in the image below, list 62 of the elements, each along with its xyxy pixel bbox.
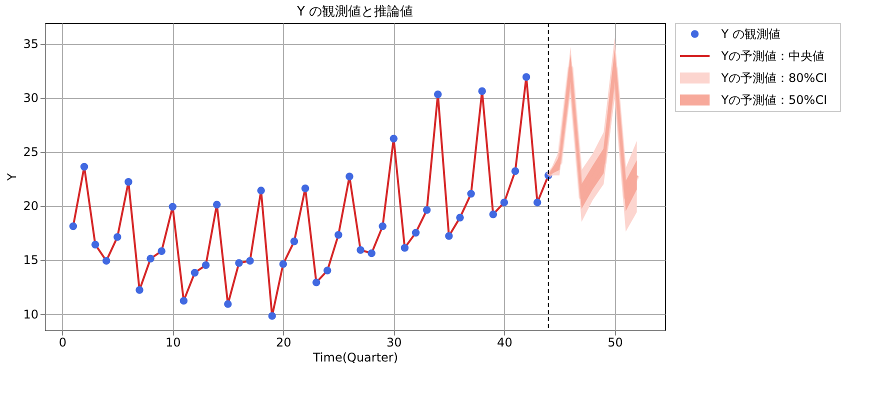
point xyxy=(533,198,542,206)
point xyxy=(124,178,132,186)
point xyxy=(334,231,342,239)
y-axis-title: Y xyxy=(5,172,20,182)
point xyxy=(69,222,78,230)
chart-title: Y の観測値と推論値 xyxy=(296,4,414,20)
x-tick-label: 30 xyxy=(386,336,402,350)
x-tick-label: 40 xyxy=(497,336,512,350)
point xyxy=(445,232,453,240)
point xyxy=(346,172,354,180)
point xyxy=(378,222,386,230)
point xyxy=(257,186,265,194)
point xyxy=(356,246,364,254)
legend-label: Yの予測値：50%CI xyxy=(720,93,828,107)
point xyxy=(511,167,520,175)
y-tick-label: 35 xyxy=(23,37,38,52)
point xyxy=(80,162,88,171)
point xyxy=(489,210,498,218)
y-tick-label: 10 xyxy=(23,307,38,322)
point xyxy=(180,296,188,305)
point xyxy=(202,261,210,270)
y-tick-label: 20 xyxy=(23,199,38,214)
point xyxy=(478,87,486,95)
point xyxy=(224,300,232,308)
y-tick-label: 25 xyxy=(23,145,38,160)
x-axis-title: Time(Quarter) xyxy=(312,350,398,364)
point xyxy=(500,198,508,206)
point xyxy=(136,286,144,294)
x-tick-label: 20 xyxy=(276,336,292,350)
x-tick-label: 10 xyxy=(166,336,181,350)
x-tick-label: 50 xyxy=(608,336,623,350)
point xyxy=(158,247,166,255)
point xyxy=(522,73,530,81)
point xyxy=(312,278,320,286)
point xyxy=(246,256,254,265)
point xyxy=(91,240,100,248)
point xyxy=(146,254,154,263)
point xyxy=(456,214,464,222)
point xyxy=(434,90,442,98)
point xyxy=(390,134,398,143)
point xyxy=(324,266,332,274)
point xyxy=(301,184,310,192)
point xyxy=(412,228,420,237)
x-tick-label: 0 xyxy=(58,336,66,350)
point xyxy=(422,206,431,214)
point xyxy=(279,260,288,268)
point xyxy=(268,312,276,320)
point xyxy=(290,237,298,246)
legend-label: Y の観測値 xyxy=(720,27,780,41)
point xyxy=(190,268,199,277)
point xyxy=(212,200,221,208)
legend-label: Yの予測値：80%CI xyxy=(720,71,828,85)
point xyxy=(235,259,243,267)
legend-label: Yの予測値：中央値 xyxy=(720,49,825,63)
point xyxy=(400,244,409,252)
point xyxy=(114,233,122,241)
point xyxy=(368,249,376,258)
point xyxy=(102,256,110,265)
point xyxy=(168,202,177,211)
y-tick-label: 30 xyxy=(23,91,38,106)
point xyxy=(467,190,475,198)
y-tick-label: 15 xyxy=(23,253,38,268)
